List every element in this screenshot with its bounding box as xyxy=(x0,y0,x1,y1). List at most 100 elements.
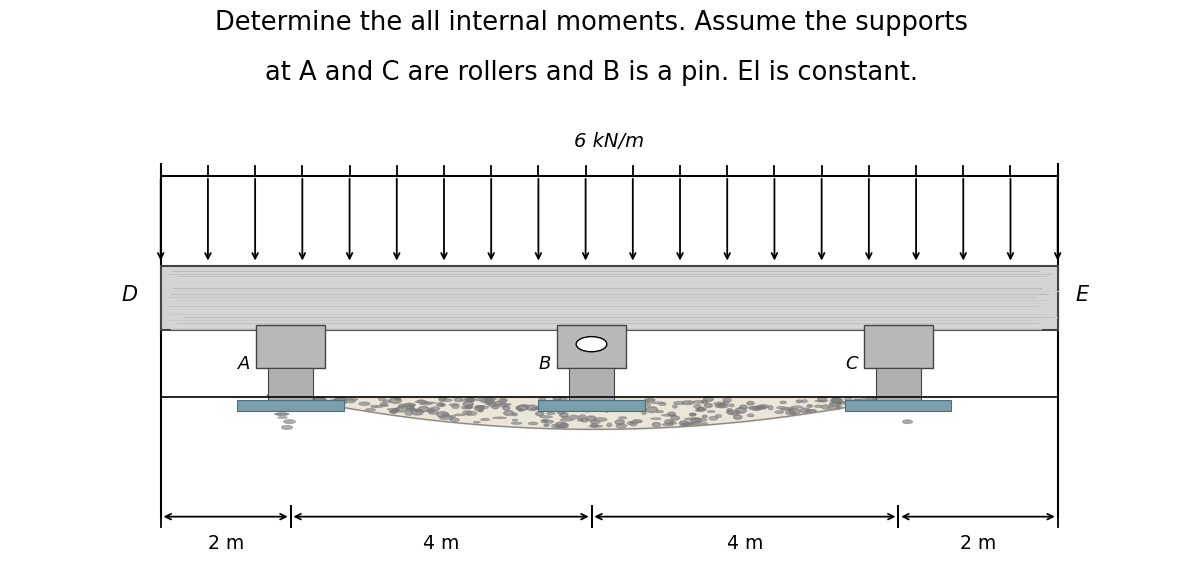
Circle shape xyxy=(526,405,538,411)
Circle shape xyxy=(615,420,625,424)
Circle shape xyxy=(313,397,325,402)
Ellipse shape xyxy=(531,407,544,409)
Circle shape xyxy=(577,419,583,421)
Ellipse shape xyxy=(859,399,867,401)
Circle shape xyxy=(494,401,502,405)
Text: 6 kN/m: 6 kN/m xyxy=(574,132,645,150)
Ellipse shape xyxy=(687,401,692,404)
Ellipse shape xyxy=(358,402,370,405)
Ellipse shape xyxy=(814,405,822,408)
Ellipse shape xyxy=(380,404,389,407)
Ellipse shape xyxy=(498,404,509,407)
Ellipse shape xyxy=(703,422,707,425)
Circle shape xyxy=(728,408,732,411)
Ellipse shape xyxy=(864,398,871,402)
Ellipse shape xyxy=(726,410,741,414)
Ellipse shape xyxy=(662,424,673,426)
Ellipse shape xyxy=(420,402,432,405)
Ellipse shape xyxy=(571,403,576,407)
Circle shape xyxy=(671,416,679,420)
Ellipse shape xyxy=(485,398,497,400)
Ellipse shape xyxy=(685,418,697,420)
Ellipse shape xyxy=(454,398,463,402)
Ellipse shape xyxy=(786,411,796,415)
Ellipse shape xyxy=(465,411,477,416)
Circle shape xyxy=(393,409,397,411)
Circle shape xyxy=(817,397,827,401)
Text: 4 m: 4 m xyxy=(726,534,763,553)
Ellipse shape xyxy=(439,399,452,402)
Ellipse shape xyxy=(415,401,428,403)
Ellipse shape xyxy=(331,402,344,405)
Circle shape xyxy=(322,398,327,401)
Ellipse shape xyxy=(460,400,474,401)
Circle shape xyxy=(304,397,310,400)
Ellipse shape xyxy=(539,415,552,418)
Circle shape xyxy=(419,407,429,412)
Ellipse shape xyxy=(536,407,549,410)
Ellipse shape xyxy=(454,414,465,416)
Circle shape xyxy=(518,409,523,411)
Ellipse shape xyxy=(334,398,348,401)
Ellipse shape xyxy=(680,423,692,425)
Circle shape xyxy=(832,398,842,404)
Circle shape xyxy=(504,411,513,415)
Ellipse shape xyxy=(651,418,661,419)
Ellipse shape xyxy=(336,402,344,406)
Bar xyxy=(538,400,645,411)
Bar xyxy=(238,400,343,411)
Ellipse shape xyxy=(903,419,913,424)
Circle shape xyxy=(702,400,707,404)
Ellipse shape xyxy=(599,404,603,408)
Ellipse shape xyxy=(780,401,787,404)
Ellipse shape xyxy=(707,411,715,412)
Ellipse shape xyxy=(696,408,706,411)
Ellipse shape xyxy=(723,398,731,402)
Ellipse shape xyxy=(389,410,399,413)
Ellipse shape xyxy=(463,411,472,415)
Circle shape xyxy=(407,405,414,409)
Ellipse shape xyxy=(830,398,841,403)
Bar xyxy=(161,266,1058,331)
Ellipse shape xyxy=(570,409,578,411)
Ellipse shape xyxy=(615,406,628,409)
Ellipse shape xyxy=(387,408,400,411)
Ellipse shape xyxy=(286,406,291,408)
Ellipse shape xyxy=(642,402,651,407)
Circle shape xyxy=(704,397,713,401)
Ellipse shape xyxy=(619,402,629,404)
Circle shape xyxy=(886,395,896,400)
Ellipse shape xyxy=(616,424,627,428)
Ellipse shape xyxy=(439,416,453,420)
Ellipse shape xyxy=(465,398,474,401)
Ellipse shape xyxy=(854,402,864,405)
Circle shape xyxy=(267,394,272,397)
Circle shape xyxy=(439,397,446,401)
Ellipse shape xyxy=(681,401,694,405)
Ellipse shape xyxy=(431,407,440,411)
Ellipse shape xyxy=(690,422,703,425)
Text: C: C xyxy=(846,355,858,373)
Circle shape xyxy=(746,401,754,405)
Circle shape xyxy=(691,418,702,423)
Circle shape xyxy=(544,424,549,426)
Ellipse shape xyxy=(480,399,494,403)
Ellipse shape xyxy=(672,405,677,408)
Ellipse shape xyxy=(633,419,642,423)
Ellipse shape xyxy=(893,396,903,401)
Ellipse shape xyxy=(492,417,506,419)
Ellipse shape xyxy=(847,402,854,406)
Ellipse shape xyxy=(775,411,784,414)
Circle shape xyxy=(272,393,282,398)
Ellipse shape xyxy=(853,399,860,402)
Ellipse shape xyxy=(590,420,600,424)
Ellipse shape xyxy=(476,398,490,401)
Text: D: D xyxy=(121,285,137,305)
Circle shape xyxy=(584,409,590,412)
Ellipse shape xyxy=(715,404,729,408)
Circle shape xyxy=(789,409,800,414)
Ellipse shape xyxy=(600,408,606,410)
Ellipse shape xyxy=(681,422,693,426)
Ellipse shape xyxy=(295,398,304,400)
Ellipse shape xyxy=(569,415,578,419)
